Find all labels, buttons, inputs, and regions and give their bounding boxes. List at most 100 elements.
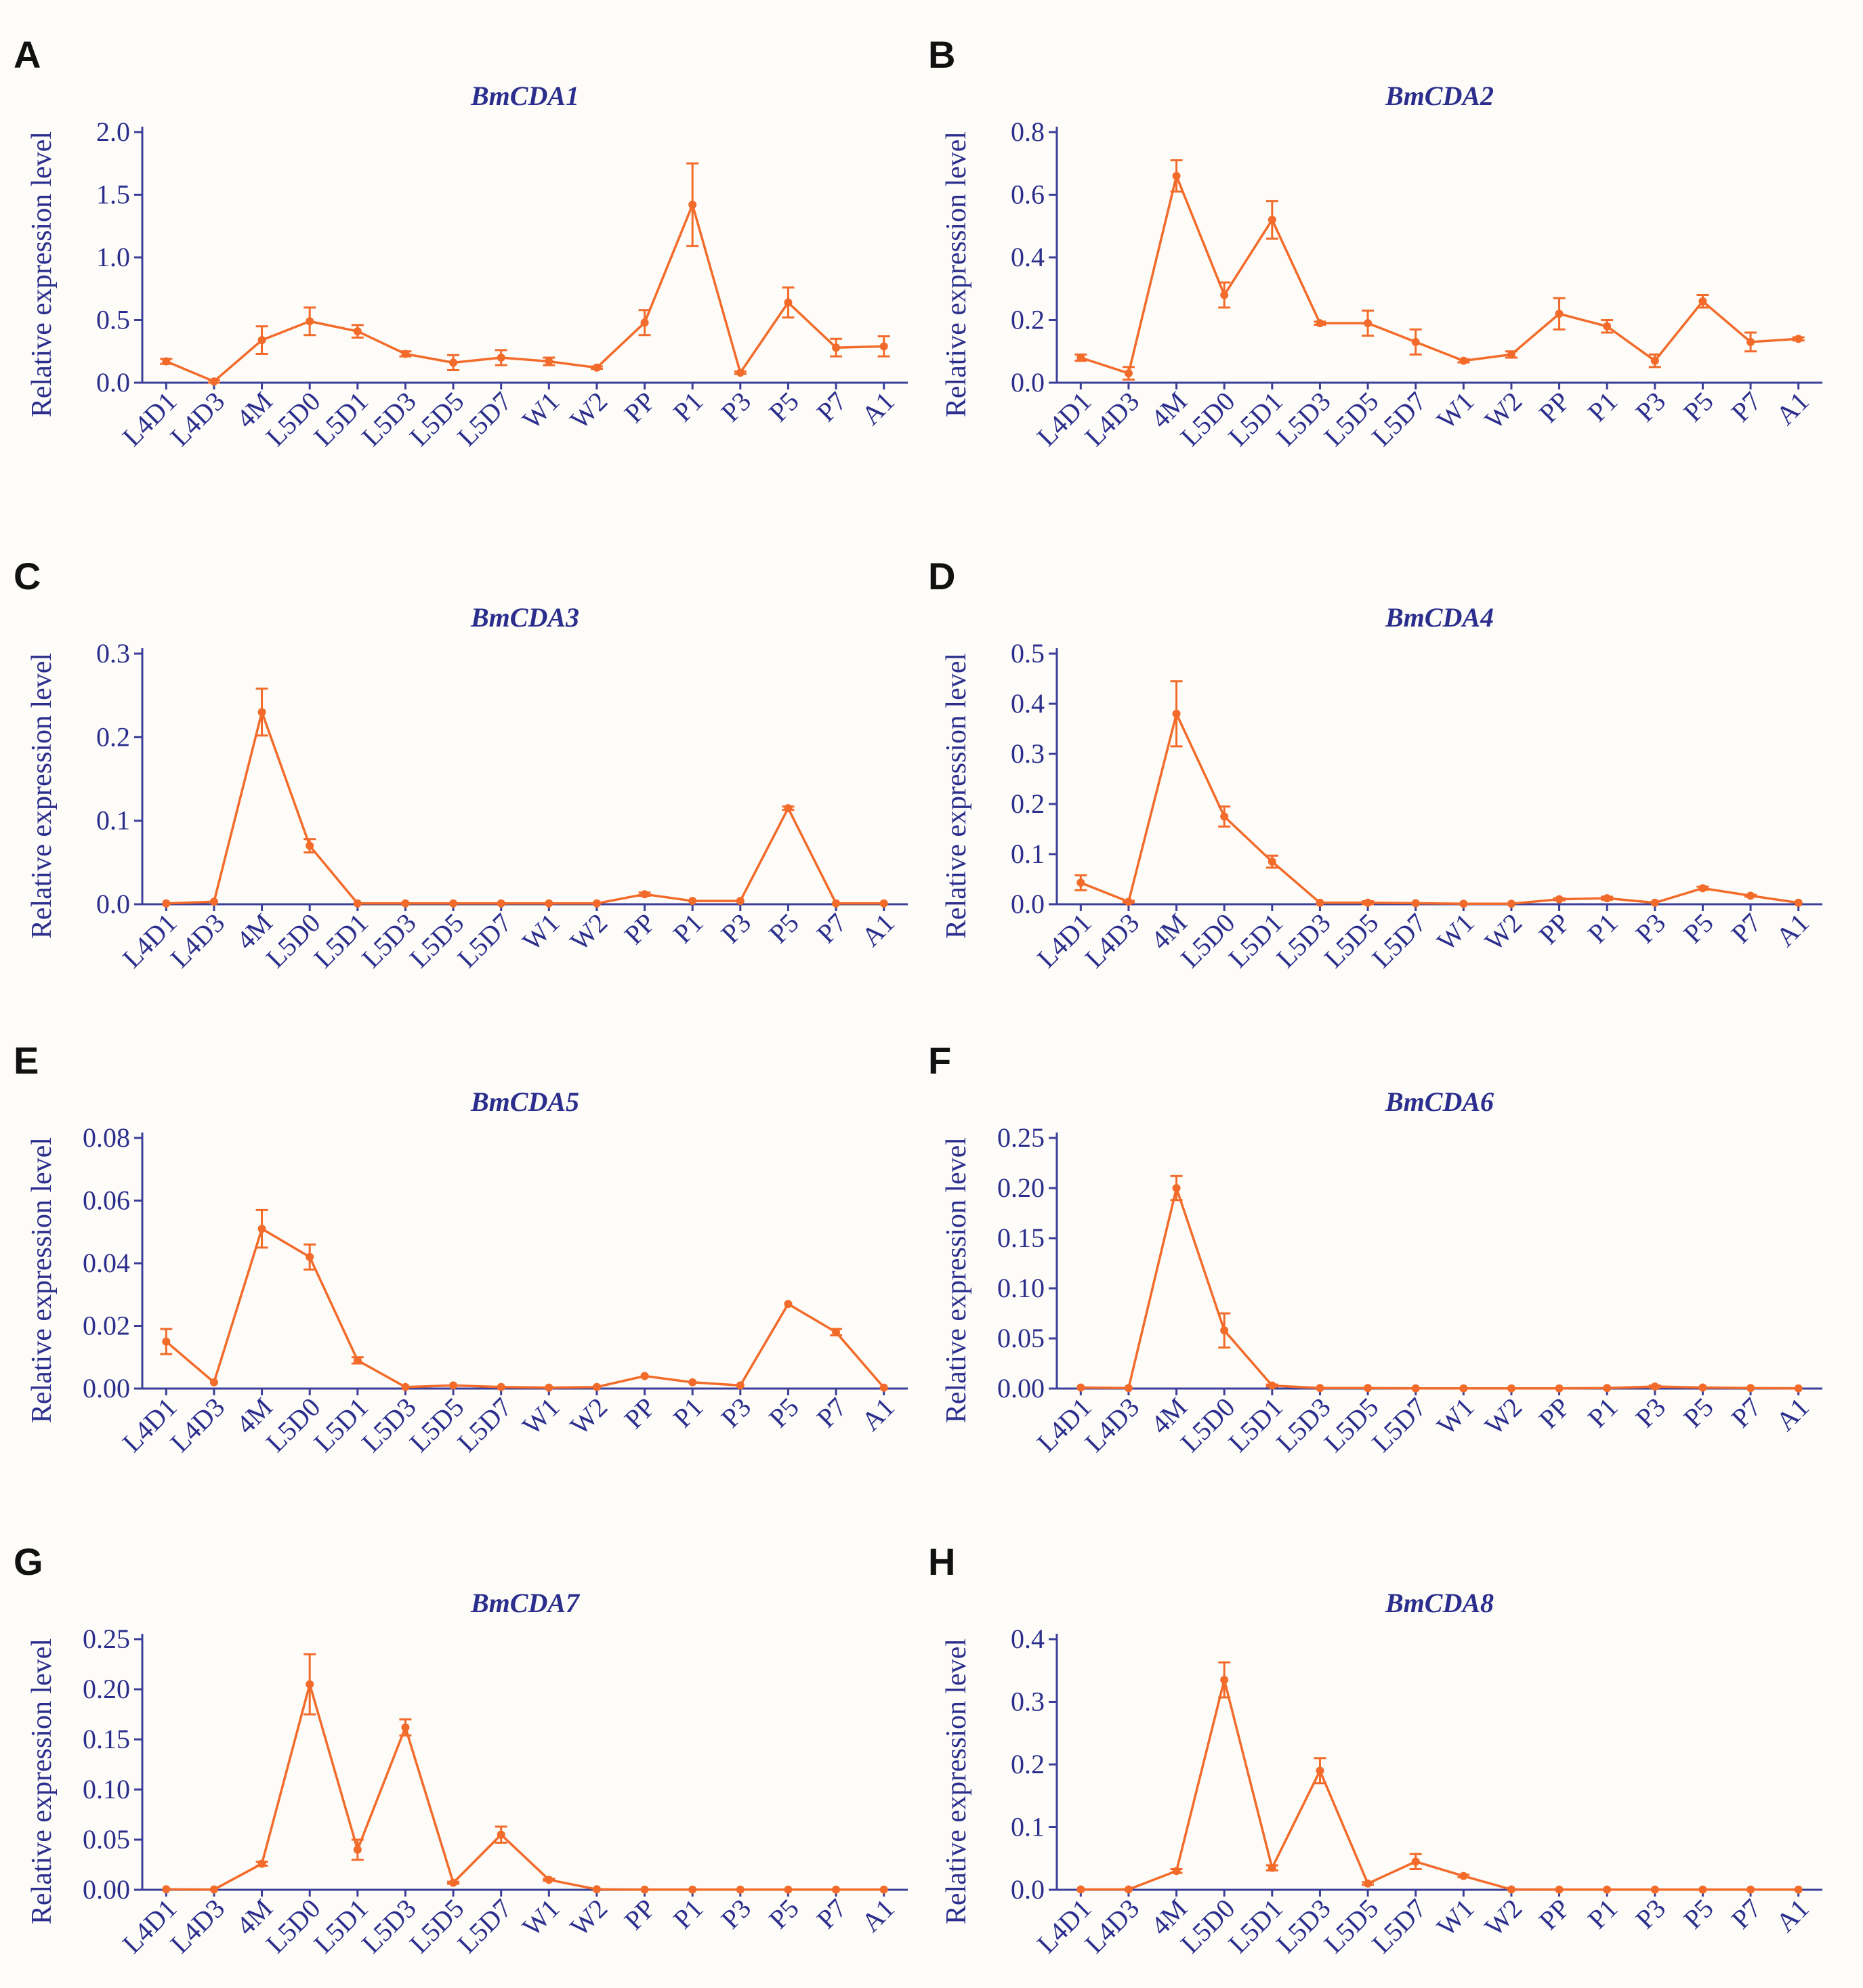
chart-d-data-point [1603, 894, 1612, 903]
chart-f-ytick-label: 0.10 [997, 1273, 1045, 1303]
chart-f-xtick-label: L5D1 [1222, 1392, 1289, 1458]
chart-g-data-point [879, 1885, 888, 1894]
chart-b-data-point [1268, 215, 1276, 224]
chart-c-xtick-label: P3 [715, 908, 757, 950]
chart-h-data-point [1698, 1885, 1707, 1894]
chart-b-xtick-label: L5D0 [1175, 386, 1241, 452]
chart-g-xtick-label: L5D0 [260, 1893, 327, 1960]
chart-h-data-point [1650, 1885, 1659, 1894]
chart-h-xtick-label: P1 [1582, 1893, 1624, 1935]
chart-g-ytick-label: 0.10 [83, 1774, 130, 1804]
chart-f-xtick-label: L5D3 [1270, 1392, 1337, 1458]
chart-a-xtick-label: L5D5 [404, 386, 470, 452]
chart-b-data-point [1459, 356, 1468, 365]
chart-d-xtick-label: L5D3 [1270, 908, 1337, 974]
chart-e-ytick-label: 0.00 [83, 1373, 130, 1403]
chart-f-xtick-label: PP [1533, 1392, 1576, 1435]
chart-g-data-point [497, 1830, 505, 1839]
chart-d-data-point [1794, 898, 1803, 907]
chart-h-data-point [1746, 1885, 1755, 1894]
chart-c-data-point [640, 890, 649, 899]
chart-a-data-point [449, 358, 458, 367]
chart-f-data-point [1555, 1384, 1564, 1393]
chart-b-xtick-label: L5D3 [1270, 386, 1337, 452]
chart-f-data-point [1172, 1184, 1181, 1192]
chart-b-data-point [1316, 319, 1324, 328]
chart-e-data-point [209, 1378, 218, 1387]
chart-c-data-point [879, 899, 888, 908]
chart-d-xtick-label: L5D5 [1318, 908, 1385, 974]
chart-f-data-point [1316, 1384, 1324, 1393]
chart-b-xtick-label: L5D1 [1222, 386, 1289, 452]
chart-g-xtick-label: PP [619, 1893, 661, 1936]
chart-b-xtick-label: A1 [1770, 386, 1815, 431]
chart-h-xtick-label: L5D7 [1366, 1893, 1432, 1960]
chart-a-panel-letter: A [14, 33, 41, 76]
chart-a-data-point [784, 298, 793, 307]
chart-a-data-point [592, 363, 601, 372]
chart-a-data-point [879, 342, 888, 351]
chart-f-data-point [1124, 1384, 1133, 1393]
chart-c-data-point [832, 899, 841, 908]
chart-d-data-point [1650, 898, 1659, 907]
chart-d-ytick-label: 0.5 [1011, 638, 1045, 669]
chart-e-data-point [832, 1328, 841, 1336]
chart-b-ytick-label: 0.4 [1011, 242, 1045, 272]
chart-a-xtick-label: L5D7 [451, 386, 518, 452]
chart-b-ylabel: Relative expression level [941, 131, 972, 417]
chart-c-xtick-label: W1 [516, 908, 566, 957]
chart-e-data-point [879, 1383, 888, 1392]
chart-e-xtick-label: A1 [856, 1392, 900, 1437]
chart-e-data-point [257, 1225, 266, 1233]
chart-f-data-point [1746, 1384, 1755, 1393]
chart-c-title: BmCDA3 [470, 602, 579, 633]
chart-c-data-point [449, 899, 458, 908]
chart-g-xtick-label: W2 [564, 1893, 614, 1943]
chart-c-data-point [257, 708, 266, 717]
chart-c-panel-letter: C [14, 555, 41, 597]
chart-a-xtick-label: A1 [856, 386, 900, 431]
chart-g-xtick-label: L5D3 [356, 1893, 422, 1960]
chart-d-data-point [1411, 899, 1420, 908]
chart-b-data-point [1172, 171, 1181, 180]
chart-c-xtick-label: W2 [564, 908, 614, 957]
chart-a-xtick-label: W2 [564, 386, 614, 436]
chart-b-data-point [1698, 297, 1707, 305]
chart-g-ytick-label: 0.00 [83, 1874, 130, 1905]
chart-h-data-point [1364, 1879, 1373, 1888]
chart-f-xtick-label: L4D3 [1079, 1392, 1145, 1458]
chart-b-ytick-label: 0.0 [1011, 367, 1045, 398]
chart-b-data-point [1794, 335, 1803, 343]
chart-a-ytick-label: 2.0 [96, 117, 130, 147]
chart-h-title: BmCDA8 [1385, 1588, 1494, 1618]
chart-g-xtick-label: L5D7 [451, 1893, 518, 1960]
chart-g-xtick-label: P5 [763, 1893, 805, 1935]
chart-a-data-point [545, 357, 553, 366]
chart-a-xtick-label: L5D3 [356, 386, 422, 452]
chart-h-data-point [1172, 1867, 1181, 1876]
chart-g-data-point [162, 1885, 171, 1894]
chart-h-data-point [1555, 1885, 1564, 1894]
chart-g-xtick-label: L5D1 [308, 1893, 374, 1960]
chart-g-data-point [449, 1878, 458, 1887]
chart-b-data-point [1124, 369, 1133, 378]
chart-c-ytick-label: 0.0 [96, 889, 130, 919]
chart-e-xtick-label: W2 [564, 1392, 614, 1441]
chart-b-ytick-label: 0.6 [1011, 179, 1045, 210]
chart-d-data-point [1507, 900, 1515, 908]
chart-b-xtick-label: P5 [1677, 386, 1719, 428]
chart-e-data-point [401, 1382, 410, 1391]
chart-a-data-point [209, 377, 218, 386]
chart-g-xtick-label: W1 [516, 1893, 566, 1943]
chart-g-series-line [166, 1683, 884, 1891]
chart-h-xtick-label: P7 [1725, 1893, 1767, 1935]
chart-g-xtick-label: P3 [715, 1893, 757, 1935]
chart-h-xtick-label: L5D0 [1175, 1893, 1241, 1960]
chart-c-xtick-label: L5D3 [356, 908, 422, 974]
chart-f-data-point [1603, 1384, 1612, 1393]
chart-d-data-point [1746, 891, 1755, 900]
chart-d-data-point [1316, 898, 1324, 907]
chart-f-xtick-label: A1 [1770, 1392, 1815, 1437]
chart-h-ytick-label: 0.2 [1011, 1749, 1045, 1779]
chart-a-ylabel: Relative expression level [26, 131, 58, 417]
